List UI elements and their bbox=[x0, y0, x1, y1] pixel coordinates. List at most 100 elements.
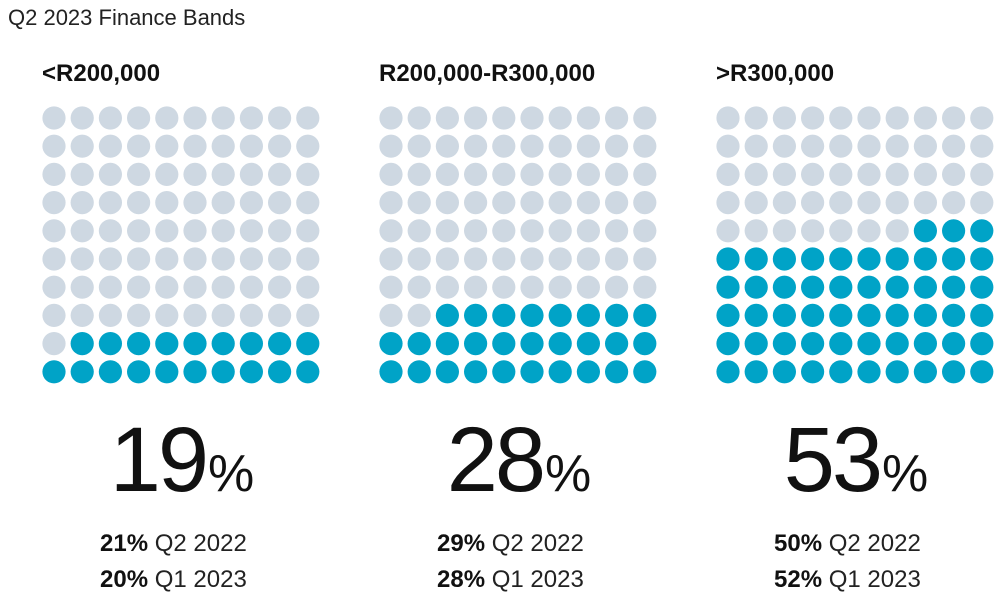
waffle-dot-filled bbox=[829, 303, 853, 327]
waffle-dot-empty bbox=[70, 275, 94, 299]
waffle-dot-empty bbox=[520, 275, 544, 299]
waffle-dot-empty bbox=[801, 134, 825, 158]
waffle-dot-empty bbox=[801, 162, 825, 186]
waffle-dot-filled bbox=[716, 303, 740, 327]
waffle-dot-filled bbox=[464, 360, 488, 384]
waffle-dot-empty bbox=[70, 134, 94, 158]
waffle-dot-empty bbox=[379, 162, 403, 186]
waffle-dot-empty bbox=[492, 134, 516, 158]
waffle-dot-empty bbox=[913, 106, 937, 130]
waffle-dot-filled bbox=[716, 332, 740, 356]
waffle-dot-filled bbox=[435, 332, 459, 356]
waffle-dot-empty bbox=[435, 247, 459, 271]
waffle-dot-empty bbox=[127, 219, 151, 243]
waffle-dot-empty bbox=[127, 303, 151, 327]
waffle-dot-empty bbox=[211, 162, 235, 186]
waffle-dot-empty bbox=[829, 219, 853, 243]
waffle-dot-filled bbox=[155, 360, 179, 384]
waffle-dot-filled bbox=[239, 332, 263, 356]
waffle-dot-empty bbox=[183, 275, 207, 299]
waffle-dot-filled bbox=[970, 219, 994, 243]
waffle-dot-empty bbox=[913, 191, 937, 215]
waffle-dot-filled bbox=[744, 360, 768, 384]
page-title: Q2 2023 Finance Bands bbox=[8, 5, 246, 30]
waffle-dot-empty bbox=[268, 134, 292, 158]
waffle-dot-filled bbox=[605, 332, 629, 356]
waffle-dot-empty bbox=[548, 191, 572, 215]
waffle-dot-empty bbox=[970, 162, 994, 186]
comparison-value: 50% bbox=[774, 530, 823, 557]
waffle-dot-filled bbox=[942, 219, 966, 243]
waffle-dot-filled bbox=[885, 275, 909, 299]
waffle-dot-empty bbox=[801, 191, 825, 215]
waffle-dot-empty bbox=[239, 303, 263, 327]
waffle-dot-filled bbox=[407, 332, 431, 356]
waffle-dot-empty bbox=[239, 134, 263, 158]
comparison-value: 29% bbox=[437, 530, 486, 557]
waffle-dot-empty bbox=[492, 162, 516, 186]
waffle-dot-empty bbox=[379, 134, 403, 158]
waffle-dot-empty bbox=[605, 247, 629, 271]
waffle-dot-filled bbox=[857, 360, 881, 384]
waffle-dot-empty bbox=[183, 219, 207, 243]
waffle-dot-empty bbox=[127, 162, 151, 186]
waffle-dot-empty bbox=[268, 191, 292, 215]
share-number: 19 bbox=[109, 409, 209, 511]
comparison-period: Q2 2022 bbox=[491, 530, 584, 557]
waffle-dot-empty bbox=[379, 191, 403, 215]
waffle-dot-filled bbox=[772, 247, 796, 271]
waffle-dot-empty bbox=[98, 134, 122, 158]
waffle-dot-empty bbox=[464, 106, 488, 130]
waffle-dot-empty bbox=[435, 134, 459, 158]
waffle-dot-empty bbox=[970, 191, 994, 215]
waffle-dot-empty bbox=[492, 219, 516, 243]
waffle-dot-empty bbox=[98, 303, 122, 327]
waffle-dot-empty bbox=[70, 303, 94, 327]
waffle-dot-filled bbox=[70, 360, 94, 384]
waffle-dot-filled bbox=[576, 303, 600, 327]
waffle-dot-empty bbox=[829, 162, 853, 186]
waffle-dot-filled bbox=[913, 360, 937, 384]
waffle-dot-filled bbox=[970, 247, 994, 271]
waffle-dot-filled bbox=[885, 332, 909, 356]
waffle-dot-filled bbox=[211, 332, 235, 356]
band-panel-200k-300k: R200,000-R300,000 28% 29% Q2 2022 28% Q1… bbox=[379, 0, 679, 609]
waffle-dot-empty bbox=[716, 106, 740, 130]
waffle-dot-filled bbox=[98, 332, 122, 356]
waffle-dot-empty bbox=[716, 162, 740, 186]
waffle-dot-filled bbox=[801, 275, 825, 299]
waffle-dot-empty bbox=[296, 247, 320, 271]
waffle-dot-empty bbox=[42, 219, 66, 243]
waffle-dot-empty bbox=[576, 191, 600, 215]
waffle-dot-empty bbox=[127, 134, 151, 158]
waffle-dot-filled bbox=[633, 332, 657, 356]
waffle-dot-filled bbox=[633, 303, 657, 327]
waffle-dot-empty bbox=[633, 219, 657, 243]
percent-sign: % bbox=[882, 445, 929, 503]
waffle-dot-empty bbox=[98, 162, 122, 186]
waffle-dot-empty bbox=[716, 191, 740, 215]
waffle-dot-empty bbox=[268, 162, 292, 186]
waffle-grid bbox=[379, 106, 657, 384]
waffle-dot-empty bbox=[127, 247, 151, 271]
waffle-dot-empty bbox=[829, 191, 853, 215]
percent-sign: % bbox=[545, 445, 592, 503]
waffle-dot-filled bbox=[716, 247, 740, 271]
waffle-dot-empty bbox=[183, 106, 207, 130]
waffle-dot-empty bbox=[296, 303, 320, 327]
percent-sign: % bbox=[208, 445, 255, 503]
waffle-dot-empty bbox=[464, 247, 488, 271]
waffle-dot-filled bbox=[548, 303, 572, 327]
waffle-dot-empty bbox=[70, 162, 94, 186]
share-value: 28% bbox=[379, 414, 659, 506]
share-value: 19% bbox=[42, 414, 322, 506]
waffle-dot-empty bbox=[633, 106, 657, 130]
waffle-dot-empty bbox=[268, 303, 292, 327]
waffle-dot-empty bbox=[155, 106, 179, 130]
waffle-dot-empty bbox=[98, 106, 122, 130]
band-label: R200,000-R300,000 bbox=[379, 60, 596, 87]
waffle-dot-filled bbox=[857, 247, 881, 271]
waffle-dot-empty bbox=[98, 191, 122, 215]
share-number: 28 bbox=[446, 409, 546, 511]
waffle-dot-empty bbox=[435, 191, 459, 215]
